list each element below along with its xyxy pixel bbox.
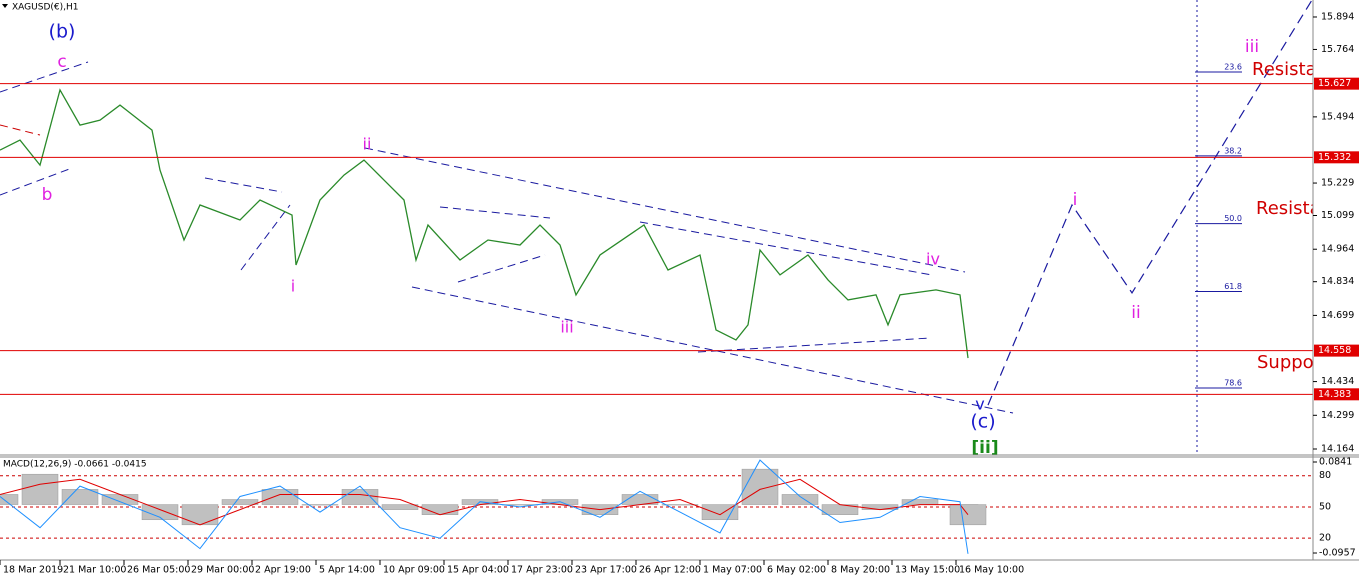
y-tick-label: 15.764 bbox=[1321, 44, 1354, 55]
wave-label: (b) bbox=[49, 21, 76, 43]
y-tick-label: 14.299 bbox=[1321, 410, 1354, 421]
trendline bbox=[411, 286, 1014, 414]
y-tick-label: 15.494 bbox=[1321, 111, 1354, 122]
wave-label: ii bbox=[1131, 303, 1140, 323]
macd-bar bbox=[0, 494, 19, 505]
price-line bbox=[0, 88, 969, 359]
wave-label: iv bbox=[926, 250, 940, 269]
macd-bar bbox=[181, 504, 219, 526]
trendline bbox=[204, 177, 283, 193]
level-label-box bbox=[1314, 388, 1359, 401]
trendline bbox=[364, 147, 966, 273]
fib-label: 38.2 bbox=[1224, 146, 1242, 155]
wave-label: ii bbox=[363, 135, 372, 154]
plot: 23.638.250.061.878.6(b)cbiiiiiiivv(c)[ii… bbox=[0, 0, 1321, 554]
wave-label: c bbox=[57, 52, 66, 72]
trendline bbox=[639, 221, 933, 276]
wave-label: i bbox=[291, 277, 295, 296]
y-tick-label: 14.164 bbox=[1321, 444, 1354, 455]
macd-bar bbox=[61, 489, 99, 505]
wave-label: iii bbox=[1245, 37, 1259, 57]
wave-label: Resista bbox=[1256, 198, 1321, 219]
y-tick-label: 14.964 bbox=[1321, 244, 1354, 255]
trendline bbox=[0, 124, 41, 136]
y-tick-label: 14.834 bbox=[1321, 276, 1354, 287]
fib-label: 61.8 bbox=[1224, 282, 1242, 291]
x-tick-label: 16 May 10:00 bbox=[959, 565, 1024, 576]
fib-label: 50.0 bbox=[1224, 214, 1242, 223]
fib-label: 78.6 bbox=[1224, 378, 1242, 387]
macd-bar bbox=[381, 504, 419, 510]
macd-bar bbox=[21, 473, 59, 505]
macd-bar bbox=[949, 504, 987, 526]
axis-background bbox=[1313, 0, 1359, 579]
level-label-box bbox=[1314, 77, 1359, 90]
level-label: 15.627 bbox=[1318, 78, 1351, 89]
title-icon bbox=[2, 4, 8, 8]
y-tick-label: -0.0957 bbox=[1319, 548, 1356, 559]
level-label: 14.558 bbox=[1318, 345, 1351, 356]
macd-bar bbox=[661, 504, 699, 506]
wave-label: Suppo bbox=[1257, 352, 1314, 373]
y2-tick-label: 20 bbox=[1319, 533, 1331, 544]
macd-bar bbox=[341, 489, 379, 505]
x-tick-label: 1 May 07:00 bbox=[703, 565, 762, 576]
x-tick-label: 26 Mar 05:00 bbox=[127, 565, 190, 576]
macd-bar bbox=[901, 499, 939, 505]
macd-title: MACD(12,26,9) -0.0661 -0.0415 bbox=[3, 460, 147, 470]
wave-label: i bbox=[1073, 190, 1078, 210]
level-label: 15.332 bbox=[1318, 152, 1351, 163]
x-tick-label: 5 Apr 14:00 bbox=[319, 565, 375, 576]
level-label: 14.383 bbox=[1318, 389, 1351, 400]
y2-tick-label: 50 bbox=[1319, 501, 1331, 512]
fib-label: 23.6 bbox=[1224, 62, 1242, 71]
x-tick-label: 21 Mar 10:00 bbox=[63, 565, 126, 576]
indicator-line bbox=[0, 459, 969, 554]
x-tick-label: 15 Apr 04:00 bbox=[447, 565, 509, 576]
x-tick-label: 10 Apr 09:00 bbox=[383, 565, 445, 576]
x-tick-label: 23 Apr 17:00 bbox=[575, 565, 637, 576]
macd-bar bbox=[261, 489, 299, 505]
macd-bar bbox=[301, 504, 339, 506]
y-tick-label: 14.699 bbox=[1321, 310, 1354, 321]
level-label-box bbox=[1314, 151, 1359, 164]
trendline bbox=[439, 206, 551, 219]
macd-bar bbox=[221, 499, 259, 505]
wave-label: (c) bbox=[970, 411, 995, 433]
x-tick-label: 17 Apr 23:00 bbox=[511, 565, 573, 576]
y-tick-label: 14.434 bbox=[1321, 376, 1354, 387]
x-tick-label: 26 Apr 12:00 bbox=[639, 565, 701, 576]
indicator-line bbox=[0, 478, 969, 526]
y-tick-label: 15.099 bbox=[1321, 210, 1354, 221]
wave-label: [ii] bbox=[971, 438, 998, 458]
macd-bar bbox=[781, 494, 819, 505]
x-tick-label: 13 May 15:00 bbox=[895, 565, 960, 576]
y-tick-label: 15.894 bbox=[1321, 11, 1354, 22]
chart-title: XAGUSD(€),H1 bbox=[12, 3, 78, 13]
wave-label: b bbox=[42, 185, 53, 205]
y-tick-label: 15.229 bbox=[1321, 178, 1354, 189]
trendlines bbox=[0, 61, 1014, 414]
x-tick-label: 2 Apr 19:00 bbox=[255, 565, 311, 576]
x-tick-label: 18 Mar 2019 bbox=[3, 565, 63, 576]
macd-bar bbox=[741, 468, 779, 505]
level-label-box bbox=[1314, 344, 1359, 357]
y2-tick-label: 80 bbox=[1319, 470, 1331, 481]
trendline bbox=[240, 204, 291, 271]
macd-bar bbox=[141, 504, 179, 521]
trendline bbox=[457, 254, 546, 283]
y-tick-label: 0.0841 bbox=[1319, 457, 1352, 468]
x-tick-label: 29 Mar 00:00 bbox=[191, 565, 254, 576]
wave-label: iii bbox=[560, 318, 573, 337]
x-tick-label: 6 May 02:00 bbox=[767, 565, 826, 576]
x-tick-label: 8 May 20:00 bbox=[831, 565, 890, 576]
wave-label: v bbox=[975, 395, 984, 414]
wave-label: Resista bbox=[1252, 59, 1317, 80]
macd-bar bbox=[861, 504, 899, 510]
trendline bbox=[0, 61, 89, 93]
